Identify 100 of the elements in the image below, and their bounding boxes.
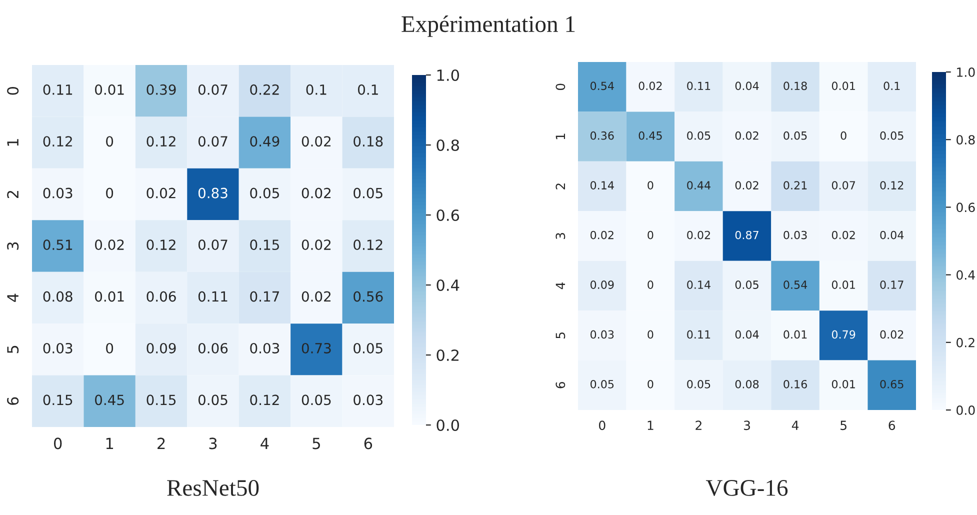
x-tick-label: 2 [158,438,165,450]
x-tick-label: 5 [312,438,320,450]
color-bar-label: 0.2 [956,338,974,348]
color-bar-label: 0.4 [956,270,975,280]
data-label: 0.02 [735,181,758,190]
data-label: 0.03 [590,330,614,339]
y-tick-label: 2 [7,190,18,198]
data-label: 0 [648,181,654,190]
data-label: 0.01 [832,380,855,388]
x-tick-label: 4 [792,420,799,430]
data-label: 0.21 [784,181,807,190]
data-label: 0.03 [250,342,280,354]
color-bar-label: 0.0 [436,419,460,432]
data-label: 0 [106,342,114,354]
data-label: 0.05 [590,380,614,388]
data-label: 0.05 [302,394,331,406]
data-label: 0.15 [43,394,72,406]
data-label: 0.04 [880,230,904,240]
data-label: 0.05 [880,131,904,140]
data-label: 0.03 [354,394,382,406]
data-label: 0.12 [146,240,176,250]
data-label: 0.03 [784,230,807,240]
data-label: 0.02 [302,136,330,147]
data-label: 0.08 [43,291,72,302]
data-label: 0.07 [198,240,228,250]
x-axis-title: VGG-16 [706,480,788,496]
color-bar-label: 0.8 [436,139,459,152]
data-label: 0.17 [880,280,904,289]
data-label: 0.54 [784,280,808,289]
data-label: 0.16 [784,380,807,388]
data-label: 0.02 [302,291,330,302]
data-label: 0.39 [146,84,176,95]
x-tick-label: 6 [364,438,372,450]
color-bar-label: 1.0 [437,69,460,82]
x-tick-label: 1 [106,438,114,450]
color-bar-label: 0.4 [436,279,460,292]
data-label: 0.79 [832,330,856,339]
color-bar-label: 0.2 [436,349,458,362]
data-label: 0.03 [43,342,72,354]
x-tick-label: 1 [648,420,654,430]
data-label: 0.01 [832,82,855,90]
data-label: 0.45 [638,131,662,140]
data-label: 0.04 [735,82,759,90]
data-label: 0.51 [43,240,72,250]
data-label: 0.01 [784,330,807,339]
color-bar-label: 1.0 [957,67,975,77]
data-label: 0.36 [590,131,614,140]
data-label: 0.07 [198,84,228,95]
data-label: 0.11 [198,291,228,302]
data-label: 0.08 [735,380,759,388]
data-label: 0.04 [735,330,759,339]
x-tick-label: 6 [888,420,896,430]
y-tick-label: 5 [556,332,566,338]
data-label: 0.02 [687,230,710,240]
x-tick-label: 0 [54,438,62,450]
y-tick-label: 2 [556,184,565,190]
x-tick-label: 5 [840,420,846,430]
data-label: 0.56 [354,291,383,302]
data-label: 0 [648,330,654,339]
data-label: 0.09 [146,342,176,354]
data-label: 0.02 [735,131,758,140]
y-tick-label: 4 [556,282,565,290]
x-axis-title: ResNet50 [167,480,259,496]
y-tick-label: 1 [7,139,18,146]
data-label: 0.65 [880,380,904,388]
y-tick-label: 6 [7,397,19,405]
data-label: 0.12 [354,240,382,250]
data-label: 0.87 [735,230,758,240]
y-tick-label: 6 [556,382,566,388]
data-label: 0.02 [95,240,124,250]
data-label: 0.12 [250,394,279,406]
y-tick-label: 0 [556,84,566,90]
x-tick-label: 3 [744,420,750,430]
y-tick-label: 3 [556,233,566,240]
data-label: 0.06 [198,342,228,354]
data-label: 0.05 [250,188,279,198]
data-label: 0 [840,131,846,140]
data-label: 0.12 [880,181,904,190]
data-label: 0.15 [146,394,176,406]
data-label: 0.02 [832,230,855,240]
data-label: 0.18 [784,82,807,90]
data-label: 0.22 [250,84,279,95]
y-tick-label: 3 [7,242,19,250]
color-bar-label: 0.6 [436,209,460,222]
data-label: 0.06 [146,291,176,302]
data-label: 0.1 [884,82,900,90]
data-label: 0.05 [784,131,807,140]
data-label: 0.14 [687,280,710,289]
color-bar-label: 0.6 [956,202,975,212]
data-label: 0.05 [354,342,382,354]
data-label: 0.05 [198,394,228,406]
y-tick-label: 5 [7,346,19,354]
y-tick-label: 1 [556,134,565,140]
data-label: 0.05 [687,131,710,140]
data-label: 0.07 [198,136,228,147]
data-label: 0.02 [590,230,614,240]
data-label: 0.73 [302,342,331,354]
color-bar-label: 0.0 [956,405,975,415]
x-tick-label: 2 [696,420,702,430]
data-label: 0.05 [735,280,758,289]
